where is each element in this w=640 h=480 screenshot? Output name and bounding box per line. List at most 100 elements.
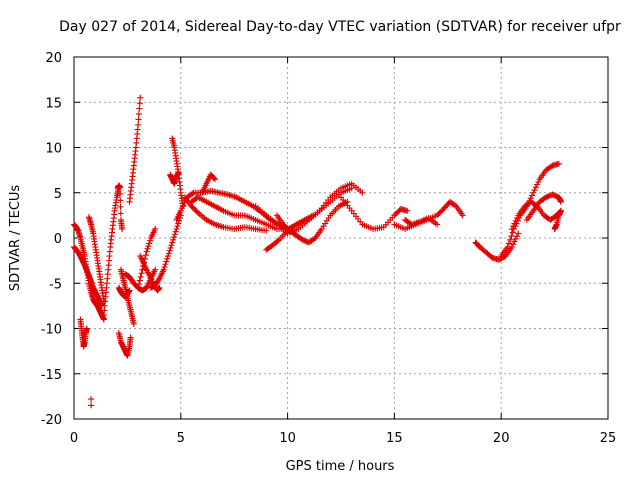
y-tick-label: -15 [41, 368, 62, 383]
x-tick-label: 20 [493, 431, 510, 446]
data-point [310, 212, 317, 219]
data-point [160, 266, 167, 273]
data-point-interp [511, 220, 518, 227]
data-point-interp [497, 255, 504, 262]
data-point-interp [444, 201, 451, 208]
data-point-interp [172, 228, 179, 235]
data-point [211, 176, 218, 183]
data-point-interp [189, 190, 196, 197]
data-point-interp [512, 217, 519, 224]
data-point-interp [534, 181, 541, 188]
data-points [71, 94, 565, 409]
data-point [504, 244, 511, 251]
data-point-interp [141, 259, 148, 266]
data-point-interp [162, 261, 169, 268]
y-tick-label: -5 [49, 277, 62, 292]
data-point-interp [167, 244, 174, 251]
data-point-interp [140, 263, 147, 270]
data-point [127, 334, 134, 341]
data-point [152, 266, 159, 273]
data-point-interp [488, 253, 495, 260]
data-point [459, 212, 466, 219]
data-point [143, 248, 150, 255]
data-point-interp [311, 235, 318, 242]
data-point-interp [135, 281, 142, 288]
data-point-interp [163, 258, 170, 265]
data-point-interp [161, 263, 168, 270]
data-point [175, 169, 182, 176]
data-point-interp [155, 276, 162, 283]
data-point [508, 225, 515, 232]
x-tick-label: 5 [177, 431, 185, 446]
outlier-point [88, 402, 95, 409]
y-axis-label: SDTVAR / TECUs [8, 185, 23, 292]
data-point-interp [193, 208, 200, 215]
data-point-interp [174, 223, 181, 230]
data-point [173, 225, 180, 232]
data-point-interp [117, 197, 124, 204]
data-point [177, 207, 184, 214]
data-point-interp [142, 252, 149, 259]
data-point [404, 207, 411, 214]
data-point-interp [507, 236, 514, 243]
data-point-interp [298, 235, 305, 242]
data-point [116, 184, 123, 191]
data-point [434, 221, 441, 228]
data-point-interp [145, 243, 152, 250]
data-point-interp [175, 220, 182, 227]
data-point [119, 225, 126, 232]
data-point-interp [510, 223, 517, 230]
data-point [83, 325, 90, 332]
data-point-interp [117, 190, 124, 197]
data-point [156, 284, 163, 291]
y-tick-label: 0 [54, 232, 62, 247]
data-point [348, 185, 355, 192]
data-point-interp [452, 202, 459, 209]
data-point [440, 206, 447, 213]
data-point-interp [168, 242, 175, 249]
data-point-interp [211, 175, 218, 182]
x-tick-label: 10 [279, 431, 296, 446]
data-point-interp [531, 187, 538, 194]
data-point-interp [535, 178, 542, 185]
data-point-interp [274, 237, 281, 244]
data-point [135, 284, 142, 291]
grid [74, 57, 608, 419]
data-point-interp [443, 203, 450, 210]
data-point [135, 121, 142, 128]
data-point-interp [511, 238, 518, 245]
chart-title: Day 027 of 2014, Sidereal Day-to-day VTE… [59, 19, 621, 35]
data-point-interp [179, 205, 186, 212]
y-tick-label: 20 [45, 51, 62, 66]
data-point [263, 227, 270, 234]
data-point-interp [439, 207, 446, 214]
data-point-interp [510, 241, 517, 248]
data-point-interp [166, 247, 173, 254]
data-point [496, 256, 503, 263]
data-point-interp [137, 273, 144, 280]
data-point-interp [171, 231, 178, 238]
data-point-interp [541, 195, 548, 202]
data-point-interp [136, 105, 143, 112]
data-point-interp [514, 233, 521, 240]
x-tick-label: 0 [70, 431, 78, 446]
data-point-interp [180, 202, 187, 209]
data-point [359, 189, 366, 196]
outlier-point [88, 396, 95, 403]
y-tick-label: 5 [54, 187, 62, 202]
data-point-interp [514, 215, 521, 222]
data-point-interp [117, 203, 124, 210]
data-point-interp [512, 235, 519, 242]
data-point-interp [548, 163, 555, 170]
data-point-interp [146, 240, 153, 247]
data-point-interp [141, 255, 148, 262]
x-tick-label: 25 [600, 431, 617, 446]
data-point-interp [532, 184, 539, 191]
data-point-interp [170, 234, 177, 241]
y-tick-label: -10 [41, 323, 62, 338]
data-point [139, 266, 146, 273]
y-tick-label: 15 [45, 96, 62, 111]
data-point-interp [509, 229, 516, 236]
data-point [130, 320, 137, 327]
